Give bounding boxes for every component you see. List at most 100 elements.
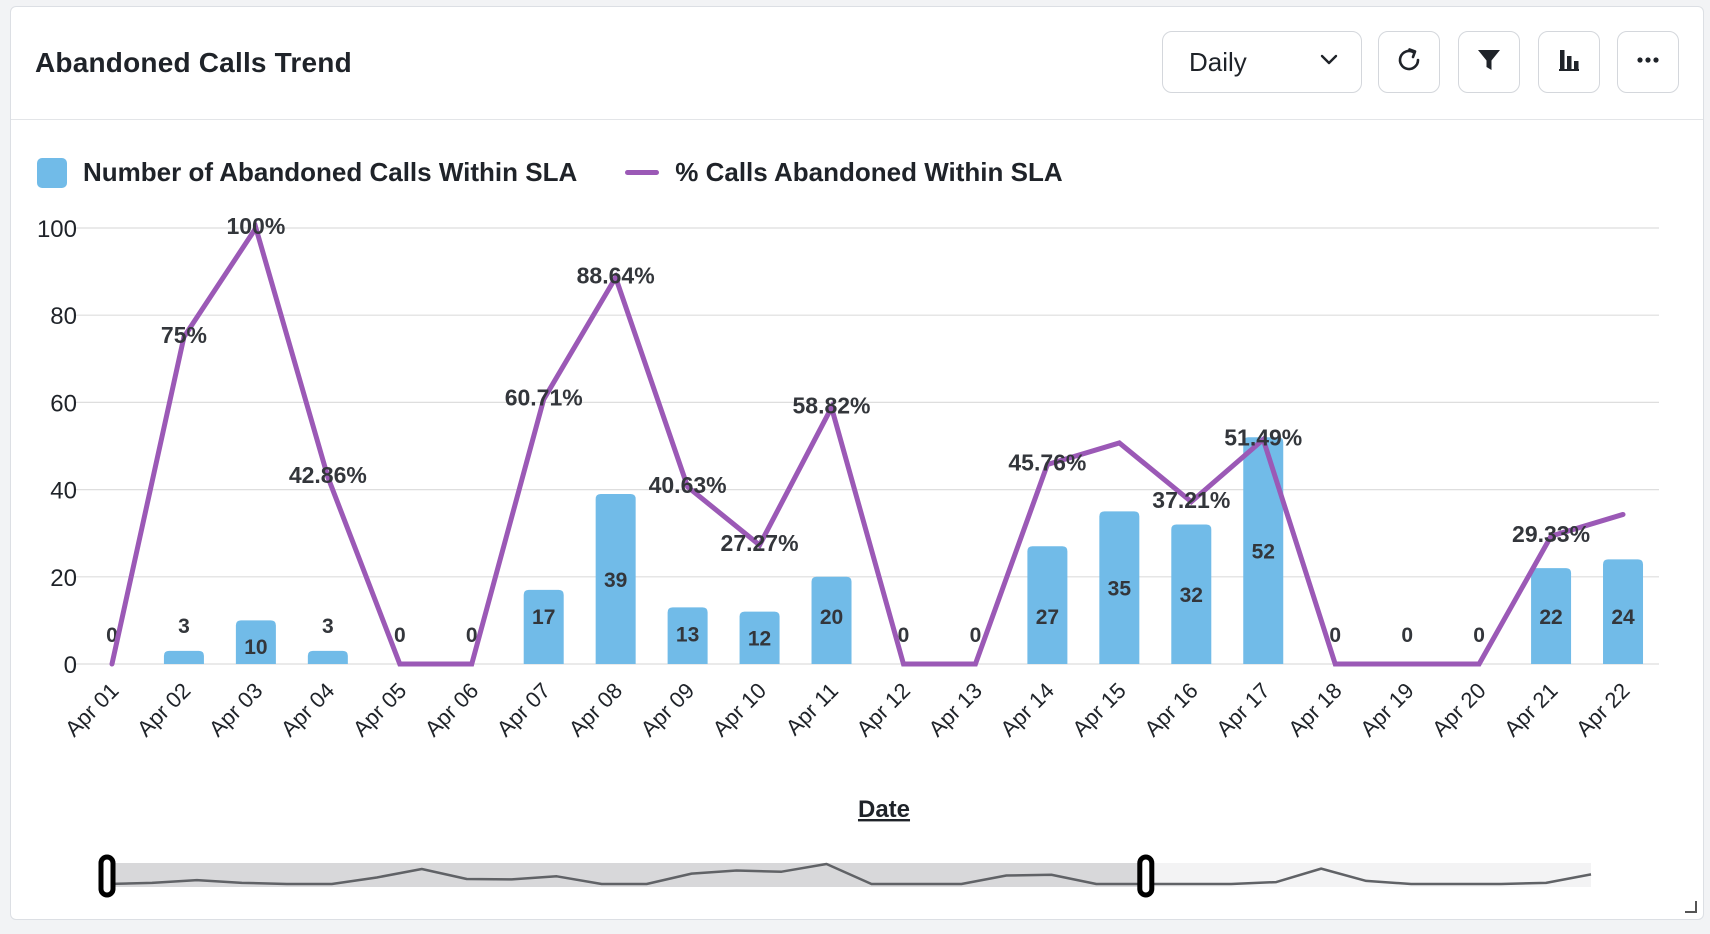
y-tick-label: 80 (50, 303, 77, 330)
chart-type-button[interactable] (1538, 31, 1600, 93)
y-tick-label: 0 (64, 652, 77, 679)
line-value-label: 88.64% (577, 263, 655, 289)
x-tick-label: Apr 13 (923, 678, 987, 742)
x-tick-label: Apr 15 (1067, 678, 1131, 742)
bar[interactable] (523, 589, 564, 664)
bar[interactable] (595, 493, 636, 664)
chevron-down-icon (1319, 53, 1339, 72)
y-tick-label: 40 (50, 478, 77, 505)
legend-swatch-line[interactable] (625, 170, 660, 175)
bar-value-label: 0 (970, 624, 982, 647)
x-tick-label: Apr 18 (1283, 678, 1347, 742)
line-value-label: 51.49% (1224, 425, 1302, 451)
x-tick-label: Apr 11 (781, 678, 843, 740)
refresh-icon (1394, 45, 1424, 80)
line-value-label: 100% (226, 213, 285, 239)
percent-line[interactable] (109, 222, 1626, 667)
bar-value-label: 32 (1180, 584, 1203, 607)
line-value-label: 42.86% (289, 462, 367, 488)
bar-value-label: 35 (1108, 578, 1132, 601)
bar[interactable] (739, 611, 780, 664)
x-tick-label: Apr 05 (348, 678, 412, 742)
line-value-label: 60.71% (505, 384, 583, 410)
bar[interactable] (1171, 524, 1212, 664)
bar-value-label: 0 (106, 624, 118, 647)
bar-value-label: 20 (820, 606, 843, 629)
bar[interactable] (1243, 437, 1284, 664)
x-tick-label: Apr 08 (564, 678, 628, 742)
x-tick-label: Apr 14 (995, 678, 1059, 742)
bar-value-label: 13 (676, 623, 699, 646)
bar-value-label: 0 (898, 624, 910, 647)
x-tick-label: Apr 19 (1355, 678, 1419, 742)
line-value-label: 75% (161, 322, 207, 348)
bar[interactable] (235, 620, 276, 664)
more-icon (1633, 45, 1663, 80)
navigator-handle-right[interactable] (1137, 854, 1155, 898)
bar-value-label: 22 (1539, 606, 1562, 629)
navigator-handle-left[interactable] (98, 854, 116, 898)
bar[interactable] (1099, 511, 1140, 664)
x-axis-title: Date (858, 796, 910, 823)
card-header: Abandoned Calls Trend Daily (11, 7, 1703, 120)
bar-value-label: 39 (604, 569, 627, 592)
x-tick-label: Apr 12 (851, 678, 915, 742)
bar[interactable] (307, 650, 348, 664)
filter-button[interactable] (1458, 31, 1520, 93)
filter-icon (1474, 45, 1504, 80)
legend-swatch-bars[interactable] (37, 157, 67, 188)
bar-value-label: 0 (466, 624, 478, 647)
x-tick-label: Apr 07 (492, 678, 556, 742)
line-value-label: 40.63% (649, 472, 727, 498)
y-tick-label: 100 (37, 216, 77, 243)
period-select[interactable]: Daily (1162, 31, 1362, 93)
bar-value-label: 0 (1473, 624, 1485, 647)
x-tick-label: Apr 04 (276, 678, 340, 742)
x-tick-label: Apr 03 (204, 678, 268, 742)
x-tick-label: Apr 02 (132, 678, 196, 742)
y-tick-label: 60 (50, 390, 77, 417)
bar-chart-icon (1554, 45, 1584, 80)
bar-value-label: 0 (1401, 624, 1413, 647)
chart-card: Abandoned Calls Trend Daily (10, 6, 1704, 920)
more-options-button[interactable] (1617, 31, 1679, 93)
bar[interactable] (1531, 568, 1572, 664)
line-value-label: 58.82% (793, 393, 871, 419)
y-tick-label: 20 (50, 565, 77, 592)
line-value-label: 29.33% (1512, 521, 1590, 547)
chart-legend: Number of Abandoned Calls Within SLA % C… (37, 157, 1063, 188)
bar-value-label: 3 (322, 615, 334, 638)
resize-handle[interactable] (1685, 901, 1697, 913)
x-tick-label: Apr 10 (708, 678, 772, 742)
bar-value-label: 0 (1329, 624, 1341, 647)
line-value-label: 27.27% (721, 530, 799, 556)
period-select-value: Daily (1189, 46, 1247, 77)
bar[interactable] (1027, 546, 1068, 664)
line-value-label: 37.21% (1152, 487, 1230, 513)
x-tick-label: Apr 21 (1499, 678, 1563, 742)
x-tick-label: Apr 17 (1211, 678, 1275, 742)
x-tick-label: Apr 20 (1427, 678, 1491, 742)
chart-plot: 0 20 40 60 80 100 0 3 10 3 0 0 17 39 13 12 20 0 0 27 35 32 52 0… (37, 213, 1659, 898)
bar-value-label: 10 (244, 636, 267, 659)
bar-value-label: 12 (748, 628, 771, 651)
x-tick-label: Apr 16 (1139, 678, 1203, 742)
bar[interactable] (163, 650, 204, 664)
navigator-sparkline (106, 862, 1592, 886)
refresh-button[interactable] (1378, 31, 1440, 93)
bar-value-label: 3 (178, 615, 190, 638)
bar-value-label: 17 (532, 606, 555, 629)
bar-value-label: 24 (1611, 606, 1635, 629)
bar[interactable] (667, 607, 708, 664)
legend-label-line[interactable]: % Calls Abandoned Within SLA (675, 157, 1063, 187)
bar[interactable] (1603, 559, 1644, 664)
bar[interactable] (811, 576, 852, 664)
legend-label-bars[interactable]: Number of Abandoned Calls Within SLA (83, 157, 578, 187)
x-tick-label: Apr 01 (60, 678, 124, 742)
bar-value-label: 27 (1036, 606, 1059, 629)
bar-value-label: 0 (394, 624, 406, 647)
chart-title: Abandoned Calls Trend (35, 47, 352, 78)
x-tick-label: Apr 06 (420, 678, 484, 742)
x-tick-label: Apr 09 (636, 678, 700, 742)
line-value-label: 45.76% (1008, 449, 1086, 475)
